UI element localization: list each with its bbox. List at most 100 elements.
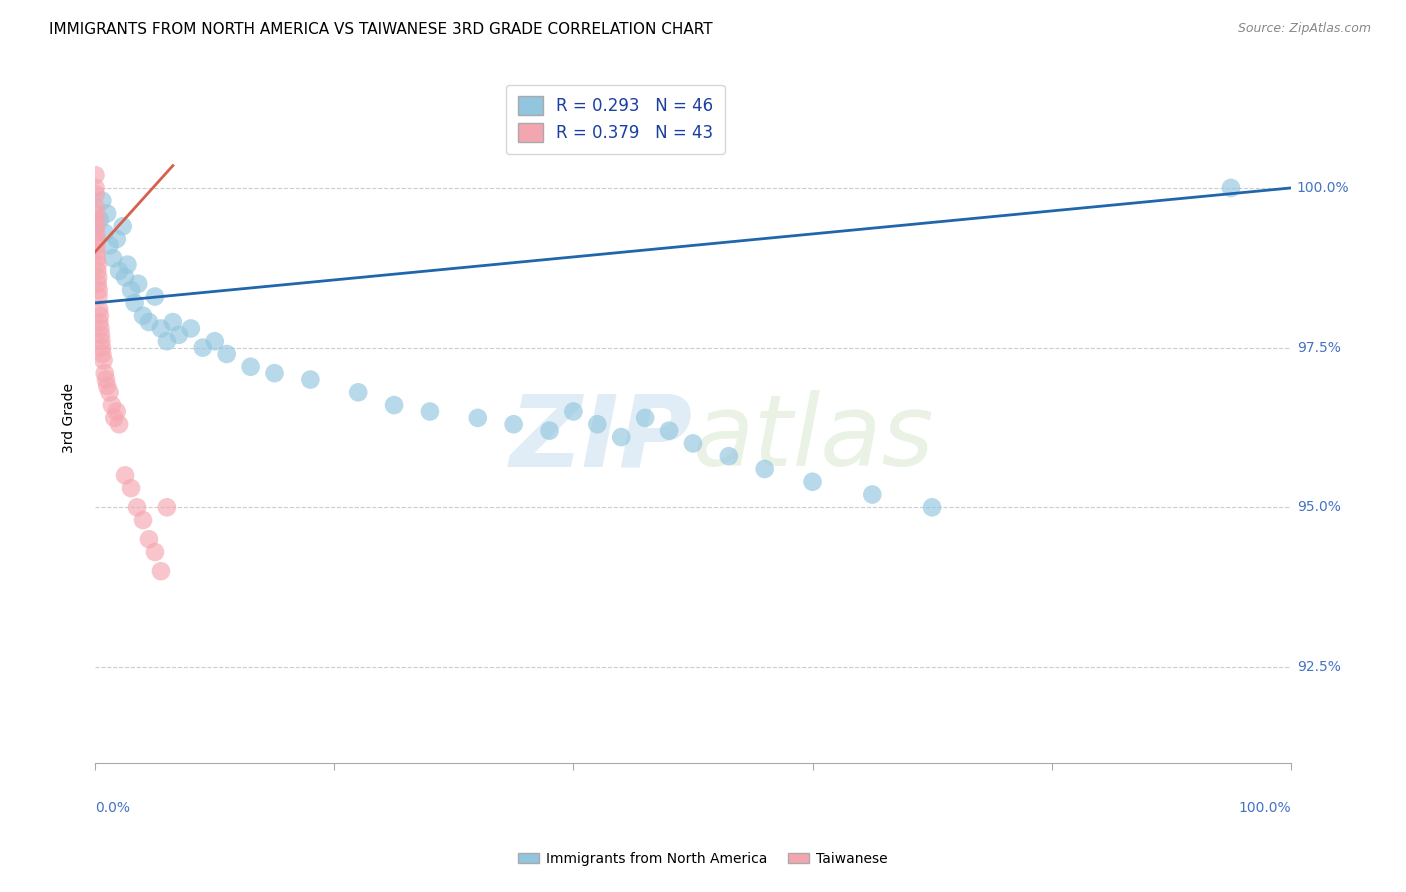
Legend: Immigrants from North America, Taiwanese: Immigrants from North America, Taiwanese [513,847,893,871]
Point [239,359,262,374]
Point [84,238,107,252]
Text: 3rd Grade: 3rd Grade [62,383,76,453]
Point [101,398,124,412]
Point [90,341,112,355]
Point [89,302,111,317]
Point [108,417,131,432]
Point [87,289,110,303]
Point [91,194,114,208]
Point [91,347,114,361]
Point [502,417,524,432]
Point [801,475,824,489]
Point [143,289,166,303]
Text: IMMIGRANTS FROM NORTH AMERICA VS TAIWANESE 3RD GRADE CORRELATION CHART: IMMIGRANTS FROM NORTH AMERICA VS TAIWANE… [49,22,713,37]
Point [114,270,136,285]
Point [105,404,128,418]
Point [90,327,112,342]
Point [382,398,405,412]
Point [108,264,131,278]
Point [347,385,370,400]
Point [84,213,107,227]
Point [191,341,214,355]
Point [132,309,155,323]
Point [138,533,160,547]
Point [87,270,110,285]
Point [87,277,110,291]
Point [124,296,146,310]
Point [96,379,118,393]
Point [84,206,107,220]
Text: 0.0%: 0.0% [96,801,131,814]
Point [98,238,121,252]
Point [132,513,155,527]
Point [84,168,107,182]
Point [167,327,190,342]
Point [860,487,883,501]
Point [89,315,111,329]
Legend: R = 0.293   N = 46, R = 0.379   N = 43: R = 0.293 N = 46, R = 0.379 N = 43 [506,85,724,153]
Point [682,436,704,450]
Point [96,206,118,220]
Point [90,334,112,349]
Point [105,232,128,246]
Point [149,564,172,578]
Text: ZIP: ZIP [510,390,693,487]
Point [89,309,111,323]
Point [717,449,740,463]
Point [138,315,160,329]
Point [156,334,179,349]
Point [149,321,172,335]
Point [162,315,184,329]
Point [562,404,585,418]
Text: 97.5%: 97.5% [1296,341,1340,355]
Point [86,251,108,265]
Point [84,187,107,202]
Point [98,385,121,400]
Point [94,373,117,387]
Text: 92.5%: 92.5% [1296,660,1340,674]
Point [204,334,226,349]
Text: 100.0%: 100.0% [1296,181,1350,195]
Point [84,181,107,195]
Point [86,232,108,246]
Point [93,226,115,240]
Point [1220,181,1243,195]
Point [125,500,148,515]
Text: atlas: atlas [693,390,935,487]
Point [89,213,111,227]
Point [120,283,142,297]
Text: 100.0%: 100.0% [1239,801,1291,814]
Point [586,417,609,432]
Point [921,500,943,515]
Point [103,410,125,425]
Point [299,373,322,387]
Point [263,366,285,380]
Point [610,430,633,444]
Point [658,424,681,438]
Point [156,500,179,515]
Point [467,410,489,425]
Point [419,404,441,418]
Point [89,321,111,335]
Text: 95.0%: 95.0% [1296,500,1340,515]
Point [93,353,115,368]
Point [93,366,115,380]
Point [101,251,124,265]
Point [86,264,108,278]
Point [180,321,202,335]
Point [127,277,149,291]
Point [86,258,108,272]
Point [117,258,139,272]
Point [84,200,107,214]
Point [111,219,134,234]
Text: Source: ZipAtlas.com: Source: ZipAtlas.com [1237,22,1371,36]
Point [754,462,776,476]
Point [538,424,561,438]
Point [114,468,136,483]
Point [143,545,166,559]
Point [86,219,108,234]
Point [634,410,657,425]
Point [87,283,110,297]
Point [120,481,142,495]
Point [84,226,107,240]
